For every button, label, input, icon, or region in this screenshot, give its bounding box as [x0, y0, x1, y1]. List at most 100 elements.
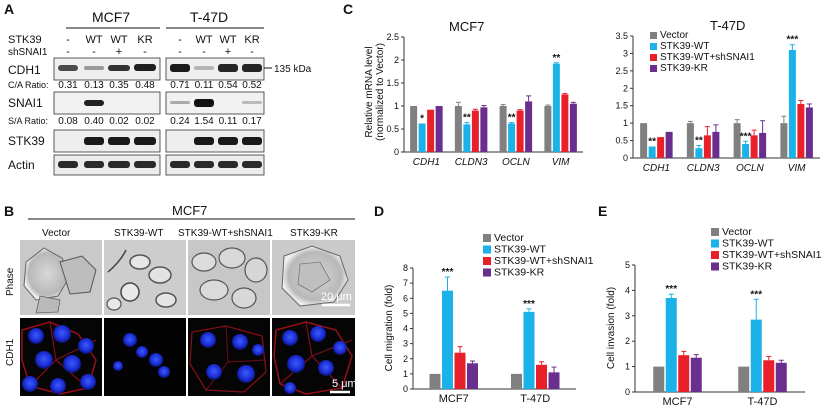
bar [657, 137, 665, 158]
cdh1-image-stk39-wt-shsnai1 [188, 318, 270, 396]
phase-image-stk39-wt-shsnai1 [188, 240, 270, 315]
y-tick-label: 0 [625, 387, 630, 397]
significance-label: ** [695, 135, 703, 146]
actin-blot-t47d [165, 154, 265, 176]
legend-label: STK39-WT+shSNAI1 [494, 255, 594, 267]
bar [463, 124, 471, 152]
bar [523, 311, 535, 389]
y-tick-label: 3 [403, 339, 408, 349]
cdh1-image-stk39-kr: 5 μm [272, 318, 357, 396]
bar [742, 144, 750, 158]
bar [759, 132, 767, 158]
blot-label-snai1: SNAI1 [8, 96, 43, 110]
bar [733, 123, 741, 158]
actin-blot-mcf7 [53, 154, 161, 176]
bar [648, 146, 656, 158]
bar [640, 123, 648, 158]
significance-label: * [420, 113, 424, 124]
sa-ratio-value: 0.24 [170, 116, 190, 127]
chart-d-migration: 0 1 2 3 4 5 6 7 8 *** MCF7 *** T-47D Cell migration (… [384, 232, 594, 405]
panel-e-letter: E [598, 203, 607, 219]
significance-label: *** [740, 131, 752, 142]
bar [499, 106, 507, 152]
significance-label: ** [463, 113, 471, 124]
bar [418, 123, 426, 152]
bar [805, 107, 813, 158]
bar [665, 298, 677, 392]
ca-ratio-value: 0.11 [195, 80, 214, 91]
y-tick-label: 7 [403, 278, 408, 288]
y-tick-label: 0 [403, 384, 408, 394]
significance-label: *** [750, 289, 762, 300]
panel-a: A MCF7 T-47D STK39 shSNAI1 --WT-WT+KR---… [4, 1, 312, 176]
ca-ratio-value: 0.13 [84, 80, 104, 91]
y-tick-label: 5 [625, 260, 630, 270]
panel-a-letter: A [4, 1, 14, 17]
condition-labels: --WT-WT+KR---WT-WT+KR- [66, 34, 260, 58]
stk39-condition: WT [195, 34, 212, 46]
ca-ratio-label: C/A Ratio: [8, 80, 49, 90]
y-tick-label: 0 [394, 147, 399, 157]
y-tick-label: 1 [394, 101, 399, 111]
y-tick-label: 2.5 [386, 32, 399, 42]
bar [454, 106, 462, 152]
phase-image-stk39-kr: 20 μm [272, 240, 355, 315]
snai1-bands [84, 99, 262, 107]
y-tick-label: 4 [625, 285, 630, 295]
bar [525, 101, 533, 152]
cdh1-blot-mcf7 [53, 57, 161, 81]
legend-label: STK39-KR [660, 63, 708, 74]
blot-label-cdh1: CDH1 [8, 63, 41, 77]
bar [467, 363, 478, 389]
legend-label: Vector [722, 226, 752, 238]
y-tick-label: 0.5 [386, 124, 399, 134]
ca-ratio-value: 0.31 [58, 80, 78, 91]
chart-title: T-47D [710, 18, 745, 33]
legend-swatch [650, 32, 657, 39]
legend-label: STK39-WT+shSNAI1 [660, 52, 755, 63]
panel-b-title: MCF7 [172, 203, 207, 218]
bar [508, 123, 516, 152]
significance-label: *** [787, 35, 799, 46]
y-tick-label: 2 [625, 336, 630, 346]
bar [516, 110, 524, 152]
row-label-cdh1: CDH1 [5, 338, 16, 366]
panel-c-letter: C [343, 1, 353, 17]
col-label-stk39-kr: STK39-KR [290, 228, 338, 239]
shsnai1-row-label: shSNAI1 [8, 47, 48, 58]
category-label: T-47D [748, 396, 778, 408]
y-tick-label: 8 [403, 263, 408, 273]
sa-ratio-label: S/A Ratio: [8, 116, 48, 126]
bar [712, 131, 720, 158]
y-tick-label: 2.5 [615, 66, 628, 76]
panel-d-letter: D [374, 203, 384, 219]
bar [750, 319, 762, 392]
significance-label: *** [442, 267, 454, 278]
bar [429, 373, 441, 389]
ca-ratio-value: 0.52 [242, 80, 262, 91]
y-tick-label: 3 [625, 311, 630, 321]
chart-c-t47d: 0 0.5 1 1.5 2 2.5 3 3.5 ** CDH1 ** CLDN3 *** OCLN *** V… [615, 18, 820, 174]
panel-b-letter: B [4, 203, 14, 219]
col-label-stk39-wt-shsnai1: STK39-WT+shSNAI1 [178, 228, 273, 239]
chart-c-mcf7: 0 0.5 1 1.5 2 2.5 * CDH1 ** CLDN3 ** OCLN ** VIM MCF7 [386, 19, 583, 168]
bar [750, 135, 758, 158]
significance-label: *** [665, 284, 677, 295]
stk39-condition: - [178, 34, 182, 46]
bar [569, 103, 577, 152]
y-tick-label: 1 [623, 118, 628, 128]
phase-image-stk39-wt [104, 240, 186, 315]
bar [797, 103, 805, 158]
sa-ratio-value: 0.02 [109, 116, 129, 127]
bar [427, 109, 435, 152]
y-axis-label: Cell invasion (fold) [606, 287, 617, 369]
y-tick-label: 5 [403, 308, 408, 318]
sa-ratio-value: 0.08 [58, 116, 78, 127]
col-label-vector: Vector [42, 228, 71, 239]
snai1-blot-mcf7 [53, 91, 161, 115]
legend-swatch [483, 234, 491, 242]
legend-swatch [711, 239, 719, 248]
chart-e-invasion: 0 1 2 3 4 5 *** MCF7 *** T-47D Cell invasion (fold… [606, 226, 822, 408]
snai1-blot-t47d [165, 91, 265, 115]
cdh1-scalebar-label: 5 μm [332, 378, 357, 390]
